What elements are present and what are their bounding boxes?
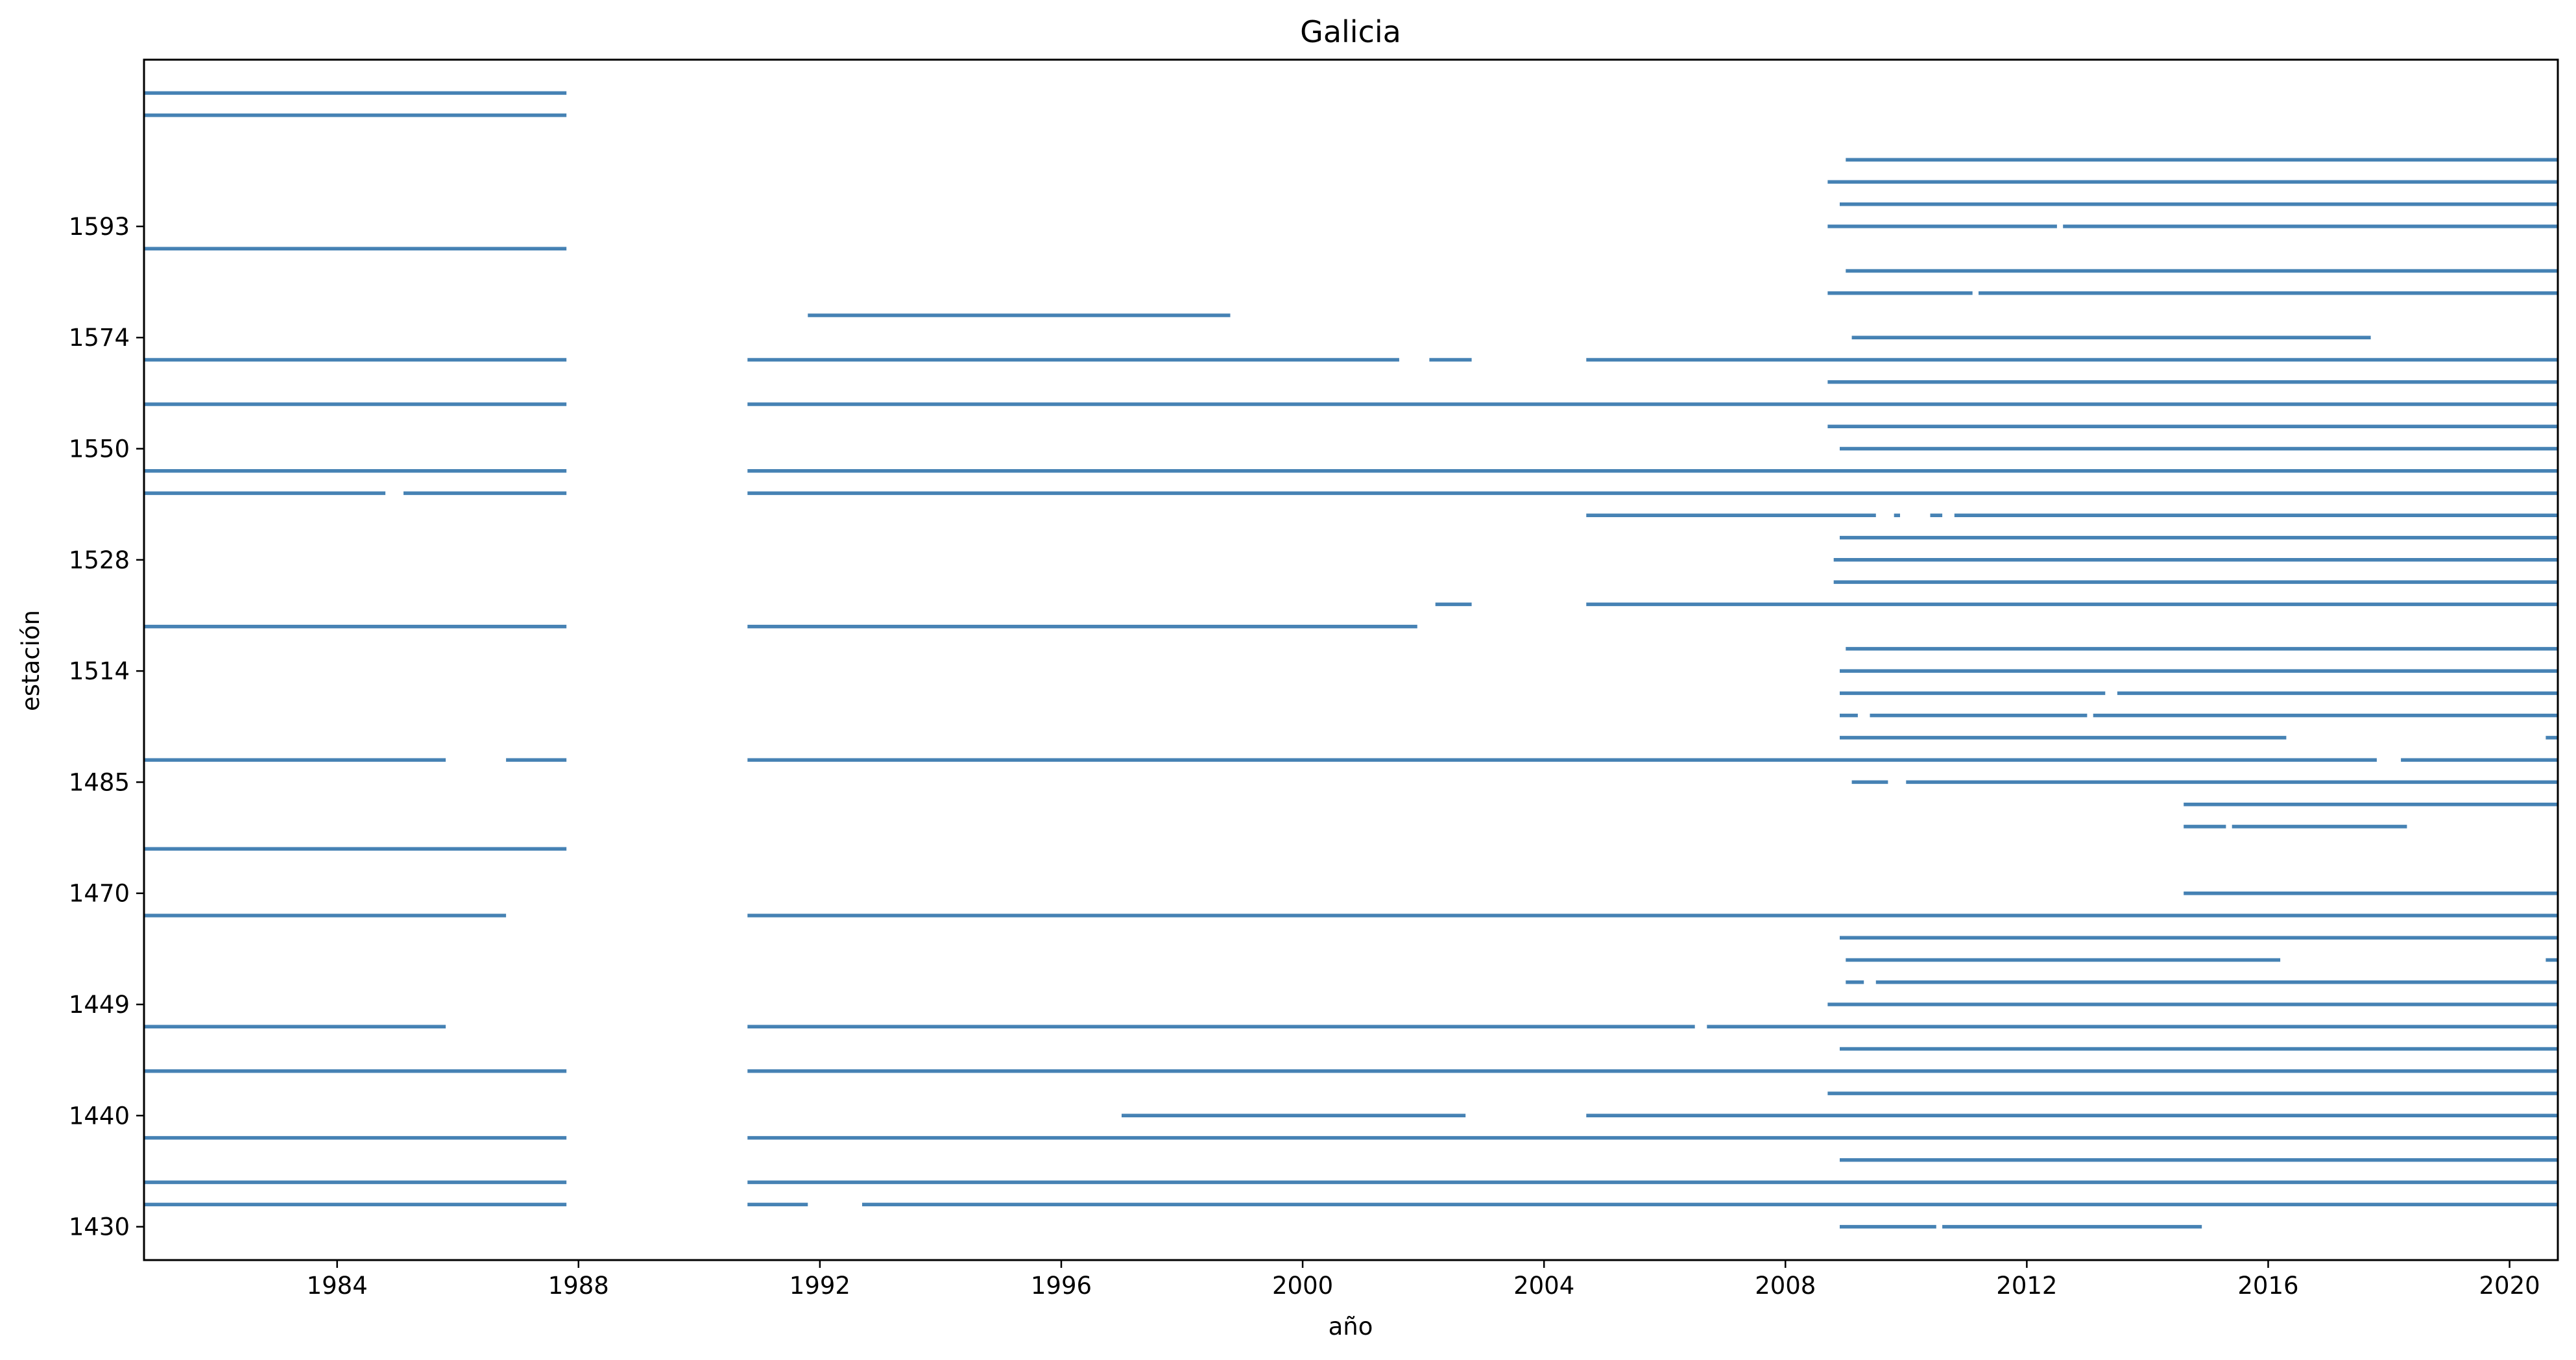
x-tick-label: 1992 [789, 1272, 850, 1300]
x-tick-label: 1996 [1031, 1272, 1092, 1300]
x-tick-label: 2016 [2237, 1272, 2298, 1300]
y-axis: 1430 1440 1449 1470 1485 1514 1528 1550 1574 1593 [69, 213, 144, 1241]
y-tick-label: 1485 [69, 768, 130, 796]
y-tick-label: 1574 [69, 324, 130, 352]
x-tick-label: 1984 [307, 1272, 368, 1300]
y-tick-label: 1470 [69, 880, 130, 908]
y-axis-label: estación [17, 610, 45, 711]
y-tick-label: 1514 [69, 657, 130, 685]
x-axis-label: año [1329, 1313, 1373, 1341]
chart-title: Galicia [1300, 14, 1401, 49]
y-tick-label: 1550 [69, 435, 130, 463]
y-tick-label: 1528 [69, 546, 130, 574]
x-tick-label: 2012 [1996, 1272, 2057, 1300]
x-tick-label: 2000 [1272, 1272, 1333, 1300]
plot-frame [143, 58, 2559, 1261]
x-tick-label: 2008 [1755, 1272, 1816, 1300]
y-tick-label: 1449 [69, 991, 130, 1019]
y-tick-label: 1440 [69, 1102, 130, 1130]
y-tick-label: 1430 [69, 1213, 130, 1241]
x-tick-label: 2020 [2479, 1272, 2540, 1300]
x-axis: 1984 1988 1992 1996 2000 2004 2008 2012 2016 2020 [307, 1260, 2540, 1300]
timeline-segments [144, 91, 2558, 1229]
x-tick-label: 1988 [548, 1272, 609, 1300]
x-tick-label: 2004 [1513, 1272, 1574, 1300]
y-tick-label: 1593 [69, 213, 130, 241]
